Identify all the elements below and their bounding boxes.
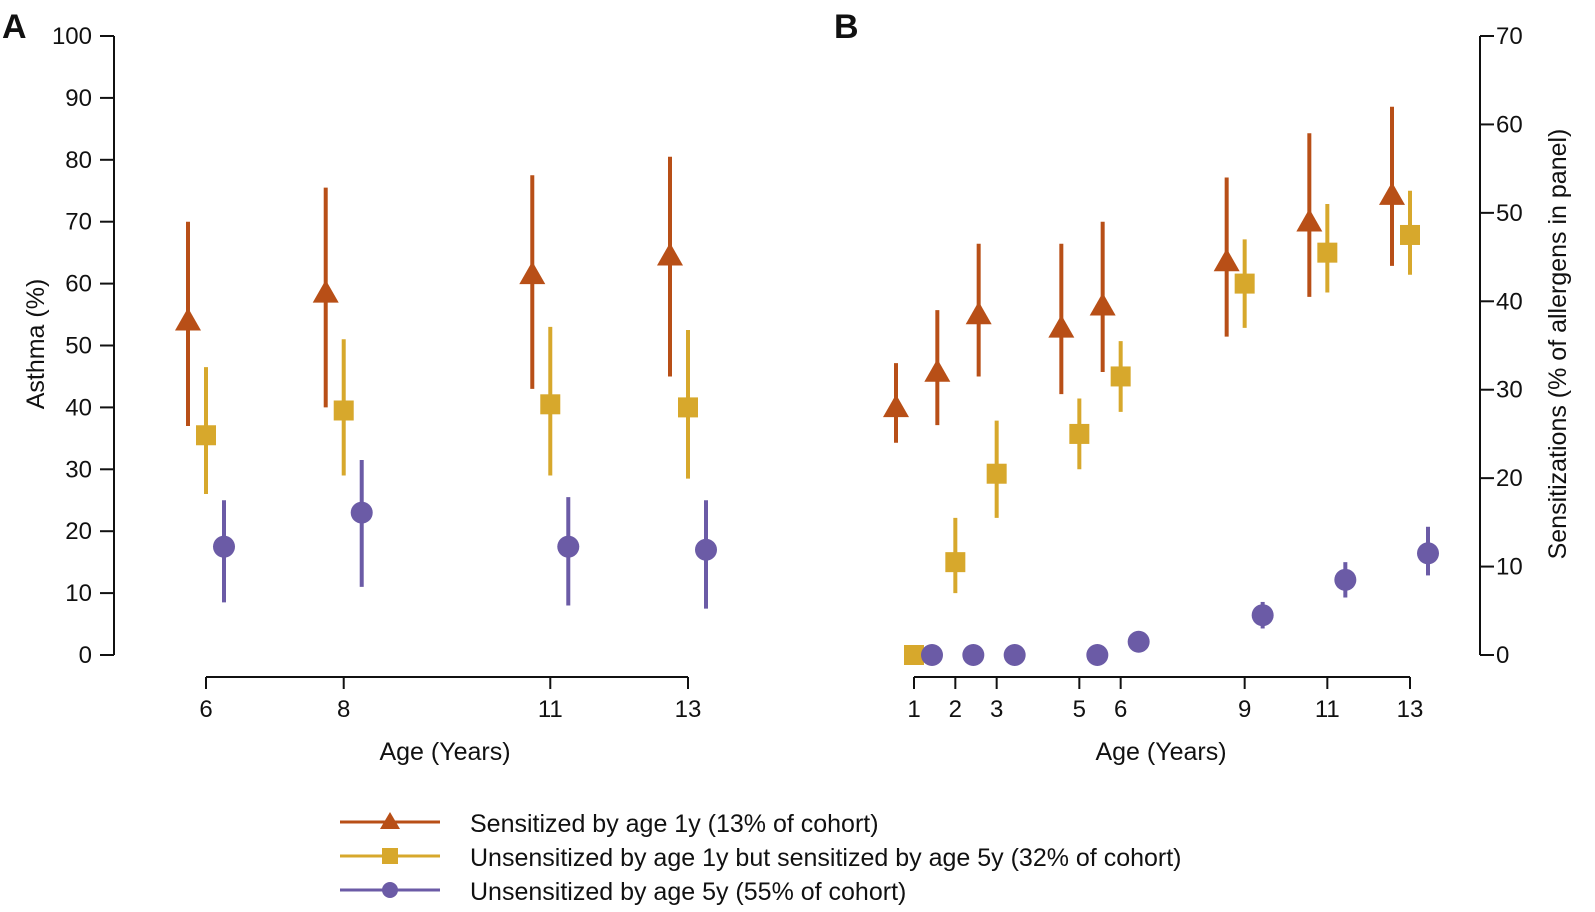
panel-a-y-tick-label: 20 bbox=[65, 518, 92, 545]
panel-b-x-tick-label: 5 bbox=[1073, 696, 1086, 723]
panel-b-y-tick-label: 70 bbox=[1496, 23, 1523, 50]
legend-marker-square bbox=[382, 848, 398, 864]
data-point bbox=[1379, 182, 1405, 205]
data-point bbox=[965, 301, 992, 325]
panel-a-y-tick-label: 70 bbox=[65, 209, 92, 236]
data-point bbox=[1400, 224, 1420, 245]
panel-a-x-tick-label: 13 bbox=[675, 696, 702, 723]
panel-b-letter: B bbox=[834, 8, 859, 46]
legend-marker-circle bbox=[382, 882, 398, 898]
panel-b-x-tick-label: 3 bbox=[990, 696, 1003, 723]
legend: Sensitized by age 1y (13% of cohort) Uns… bbox=[340, 810, 1182, 906]
data-point bbox=[904, 645, 924, 665]
panel-a-y-tick-label: 0 bbox=[79, 642, 92, 669]
data-point bbox=[1110, 366, 1131, 387]
panel-b-x-tick-label: 9 bbox=[1238, 696, 1251, 723]
panel-a-y-tick-label: 100 bbox=[52, 23, 92, 50]
legend-marker-triangle bbox=[380, 812, 400, 829]
data-point bbox=[1086, 644, 1109, 666]
panel-b-y-tick-label: 20 bbox=[1496, 465, 1523, 492]
panel-b-series-sensitized_5y bbox=[904, 190, 1420, 665]
panel-b-x-tick-label: 1 bbox=[907, 696, 920, 723]
data-point bbox=[213, 535, 235, 558]
panel-b-x-tick-label: 2 bbox=[949, 696, 962, 723]
panel-a-series-sensitized_5y bbox=[196, 326, 698, 495]
data-point bbox=[1317, 242, 1338, 263]
data-point bbox=[695, 538, 717, 561]
panel-a-y-tick-label: 90 bbox=[65, 85, 92, 112]
panel-b-x-tick-label: 6 bbox=[1114, 696, 1127, 723]
panel-b-series-sensitized_1y bbox=[883, 106, 1405, 443]
panel-a-letter: A bbox=[2, 8, 27, 46]
data-point bbox=[540, 394, 561, 415]
data-point bbox=[1127, 630, 1150, 653]
panel-a-x-tick-label: 11 bbox=[538, 696, 563, 723]
panel-a-series-sensitized_1y bbox=[175, 156, 683, 426]
data-point bbox=[196, 425, 216, 446]
panel-b-series-unsensitized_5y bbox=[921, 526, 1439, 666]
data-point bbox=[1334, 568, 1357, 591]
data-point bbox=[519, 261, 546, 285]
legend-label-unsensitized-5y: Unsensitized by age 5y (55% of cohort) bbox=[470, 878, 906, 906]
panel-b-y-axis-title: Sensitizations (% of allergens in panel) bbox=[1544, 129, 1572, 560]
data-point bbox=[1069, 423, 1090, 444]
data-point bbox=[333, 400, 354, 421]
data-point bbox=[1048, 314, 1075, 338]
data-point bbox=[1417, 542, 1439, 565]
data-point bbox=[1251, 604, 1274, 627]
panel-a-y-tick-label: 10 bbox=[65, 580, 92, 607]
panel-b-y-tick-label: 60 bbox=[1496, 111, 1523, 138]
panel-a: A Age (Years) Asthma (%) 0 10 20 30 40 50 60 70… bbox=[2, 8, 717, 766]
data-point bbox=[175, 307, 201, 331]
data-point bbox=[924, 359, 951, 382]
data-point bbox=[945, 552, 966, 573]
data-point bbox=[1213, 248, 1240, 272]
legend-label-sensitized-1y: Sensitized by age 1y (13% of cohort) bbox=[470, 810, 879, 838]
panel-a-series-unsensitized_5y bbox=[213, 460, 717, 609]
panel-b-x-tick-label: 13 bbox=[1397, 696, 1424, 723]
panel-a-y-tick-label: 50 bbox=[65, 333, 92, 360]
data-point bbox=[312, 279, 339, 303]
data-point bbox=[1296, 208, 1323, 232]
data-point bbox=[883, 394, 909, 418]
panel-b-y-tick-label: 30 bbox=[1496, 377, 1523, 404]
data-point bbox=[557, 535, 580, 558]
data-point bbox=[657, 242, 683, 266]
panel-a-x-axis-title: Age (Years) bbox=[379, 738, 510, 766]
panel-a-y-axis-title: Asthma (%) bbox=[22, 279, 50, 410]
data-point bbox=[1089, 292, 1116, 316]
panel-a-y-tick-label: 40 bbox=[65, 394, 92, 421]
data-point bbox=[1234, 273, 1255, 294]
data-point bbox=[350, 501, 373, 524]
panel-b-y-tick-label: 10 bbox=[1496, 554, 1523, 581]
data-point bbox=[986, 463, 1007, 484]
data-point bbox=[1003, 644, 1026, 666]
panel-b: B Age (Years) Sensitizations (% of aller… bbox=[834, 8, 1572, 766]
data-point bbox=[678, 397, 698, 418]
panel-a-y-tick-label: 80 bbox=[65, 147, 92, 174]
panel-b-y-tick-label: 0 bbox=[1496, 642, 1509, 669]
data-point bbox=[962, 644, 985, 666]
panel-b-x-tick-label: 11 bbox=[1315, 696, 1340, 723]
data-point bbox=[921, 644, 943, 666]
panel-a-x-tick-label: 8 bbox=[337, 696, 350, 723]
panel-a-y-tick-label: 30 bbox=[65, 456, 92, 483]
panel-b-y-tick-label: 40 bbox=[1496, 288, 1523, 315]
panel-a-y-tick-label: 60 bbox=[65, 271, 92, 298]
panel-b-x-axis-title: Age (Years) bbox=[1095, 738, 1226, 766]
legend-label-sensitized-5y: Unsensitized by age 1y but sensitized by… bbox=[470, 844, 1182, 872]
panel-b-y-tick-label: 50 bbox=[1496, 200, 1523, 227]
panel-a-x-tick-label: 6 bbox=[199, 696, 212, 723]
